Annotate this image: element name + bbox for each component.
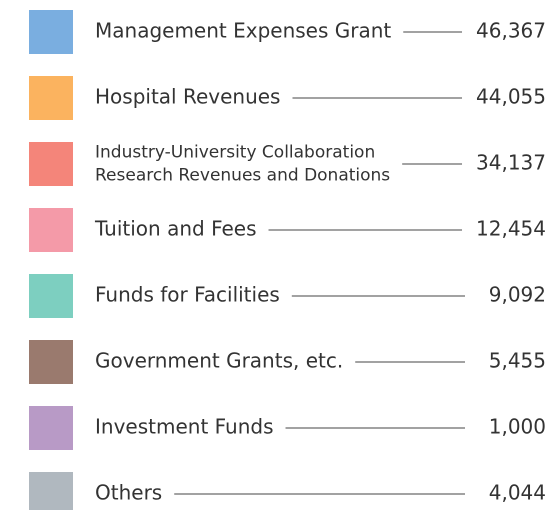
- legend-value: 34,137: [476, 151, 546, 175]
- legend-label: Others: [95, 481, 162, 505]
- legend-label: Hospital Revenues: [95, 85, 280, 109]
- legend-label: Government Grants, etc.: [95, 349, 343, 373]
- legend-swatch: [29, 340, 73, 384]
- legend-value: 46,367: [476, 19, 546, 43]
- legend-swatch: [29, 76, 73, 120]
- legend-value: 44,055: [476, 85, 546, 109]
- legend-swatch: [29, 10, 73, 54]
- legend-value: 1,000: [489, 415, 546, 439]
- legend-swatch: [29, 406, 73, 450]
- legend-value: 12,454: [476, 217, 546, 241]
- legend-label: Industry-University Collaboration: [95, 143, 375, 163]
- legend-label: Research Revenues and Donations: [95, 166, 390, 186]
- legend-swatch: [29, 208, 73, 252]
- legend-label: Tuition and Fees: [94, 217, 257, 241]
- legend-swatch: [29, 472, 73, 510]
- legend-label: Funds for Facilities: [95, 283, 280, 307]
- legend-value: 5,455: [489, 349, 546, 373]
- legend-swatch: [29, 274, 73, 318]
- legend-label: Investment Funds: [95, 415, 274, 439]
- legend-swatch: [29, 142, 73, 186]
- legend-value: 9,092: [489, 283, 546, 307]
- legend-value: 4,044: [489, 481, 546, 505]
- legend-label: Management Expenses Grant: [95, 19, 391, 43]
